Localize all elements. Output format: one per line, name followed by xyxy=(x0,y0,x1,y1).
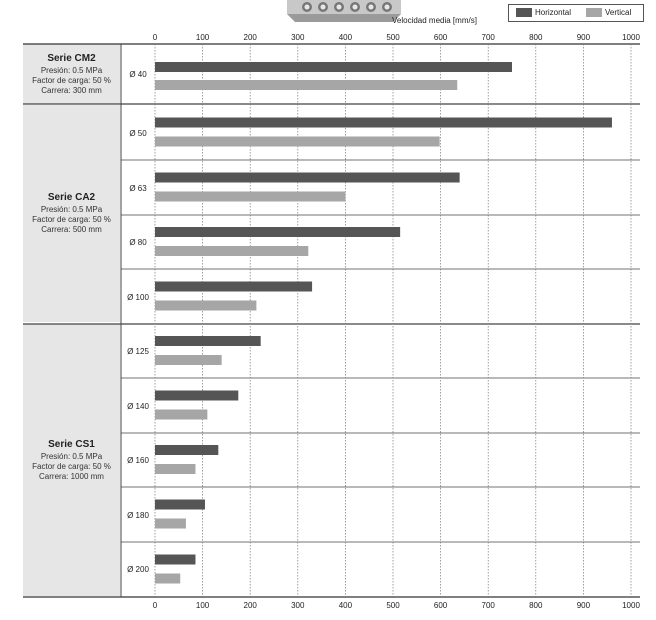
legend-item-vertical: Vertical xyxy=(586,8,631,17)
x-tick-label: 200 xyxy=(244,601,258,610)
top-tick-labels: 0 100 200 300 400 500 600 700 800 900 1000 xyxy=(153,33,641,42)
legend-label-horizontal: Horizontal xyxy=(535,8,572,17)
bar-horizontal xyxy=(155,336,261,346)
x-tick-label: 0 xyxy=(153,601,158,610)
category-label: Ø 50 xyxy=(129,129,147,138)
series-pressure: Presión: 0.5 MPa xyxy=(40,65,103,75)
x-tick-label: 100 xyxy=(196,33,210,42)
bar-vertical xyxy=(155,80,458,90)
legend: Horizontal Vertical xyxy=(508,4,644,22)
legend-item-horizontal: Horizontal xyxy=(516,8,571,17)
bar-vertical xyxy=(155,464,196,474)
bar-horizontal xyxy=(155,390,239,401)
bottom-tick-labels: 0 100 200 300 400 500 600 700 800 900 1000 xyxy=(153,601,641,610)
series-load-factor: Factor de carga: 50 % xyxy=(32,215,111,224)
x-tick-label: 500 xyxy=(386,601,400,610)
series-title: Serie CS1 xyxy=(48,438,95,450)
bar-vertical xyxy=(155,573,181,584)
series-stroke: Carrera: 300 mm xyxy=(41,85,102,95)
bar-horizontal xyxy=(155,445,219,455)
x-tick-label: 900 xyxy=(577,33,591,42)
x-tick-label: 200 xyxy=(244,33,258,42)
x-tick-label: 400 xyxy=(339,33,353,42)
legend-swatch-vertical xyxy=(586,8,602,17)
bar-horizontal xyxy=(155,499,205,510)
bar-horizontal xyxy=(155,281,313,292)
legend-swatch-horizontal xyxy=(516,8,532,17)
series-load-factor: Factor de carga: 50 % xyxy=(32,75,111,85)
bars xyxy=(155,62,612,584)
bar-vertical xyxy=(155,191,346,202)
x-axis-title: Velocidad media [mm/s] xyxy=(392,16,477,25)
bar-vertical xyxy=(155,518,186,529)
series-title: Serie CM2 xyxy=(47,52,96,64)
series-panel-cm2: Serie CM2 Presión: 0.5 MPa Factor de car… xyxy=(23,44,120,104)
bar-vertical xyxy=(155,246,309,256)
bar-horizontal xyxy=(155,117,612,128)
bar-horizontal xyxy=(155,62,512,72)
x-tick-label: 500 xyxy=(386,33,400,42)
category-label: Ø 140 xyxy=(127,402,149,411)
bar-vertical xyxy=(155,136,440,147)
category-label: Ø 125 xyxy=(127,347,149,356)
x-tick-label: 800 xyxy=(529,33,543,42)
x-tick-label: 100 xyxy=(196,601,210,610)
category-label: Ø 160 xyxy=(127,456,149,465)
series-pressure: Presión: 0.5 MPa xyxy=(40,205,103,214)
product-photo xyxy=(285,0,403,22)
x-tick-label: 600 xyxy=(434,601,448,610)
x-tick-label: 300 xyxy=(291,33,305,42)
bar-vertical xyxy=(155,409,208,420)
legend-label-vertical: Vertical xyxy=(605,8,632,17)
x-tick-label: 1000 xyxy=(622,33,640,42)
x-tick-label: 1000 xyxy=(622,601,640,610)
x-tick-label: 300 xyxy=(291,601,305,610)
category-label: Ø 80 xyxy=(129,238,147,247)
series-pressure: Presión: 0.5 MPa xyxy=(40,451,103,461)
bar-horizontal xyxy=(155,227,401,237)
x-tick-label: 700 xyxy=(482,33,496,42)
category-label: Ø 63 xyxy=(129,184,147,193)
bar-vertical xyxy=(155,300,257,311)
x-tick-label: 400 xyxy=(339,601,353,610)
bar-vertical xyxy=(155,355,222,365)
bar-horizontal xyxy=(155,172,460,183)
bar-horizontal xyxy=(155,554,196,565)
category-label: Ø 180 xyxy=(127,511,149,520)
category-label: Ø 100 xyxy=(127,293,149,302)
x-tick-label: 600 xyxy=(434,33,448,42)
x-tick-label: 0 xyxy=(153,33,158,42)
series-title: Serie CA2 xyxy=(47,192,96,203)
x-tick-label: 700 xyxy=(482,601,496,610)
category-label: Ø 40 xyxy=(129,70,147,79)
x-tick-label: 800 xyxy=(529,601,543,610)
category-label: Ø 200 xyxy=(127,565,149,574)
x-tick-label: 900 xyxy=(577,601,591,610)
series-stroke: Carrera: 500 mm xyxy=(41,225,102,234)
series-stroke: Carrera: 1000 mm xyxy=(39,471,104,481)
grid-lines xyxy=(154,44,632,597)
series-panel-ca2: Serie CA2 Presión: 0.5 MPa Factor de car… xyxy=(23,105,120,322)
series-panel-cs1: Serie CS1 Presión: 0.5 MPa Factor de car… xyxy=(23,324,120,596)
series-load-factor: Factor de carga: 50 % xyxy=(32,461,111,471)
